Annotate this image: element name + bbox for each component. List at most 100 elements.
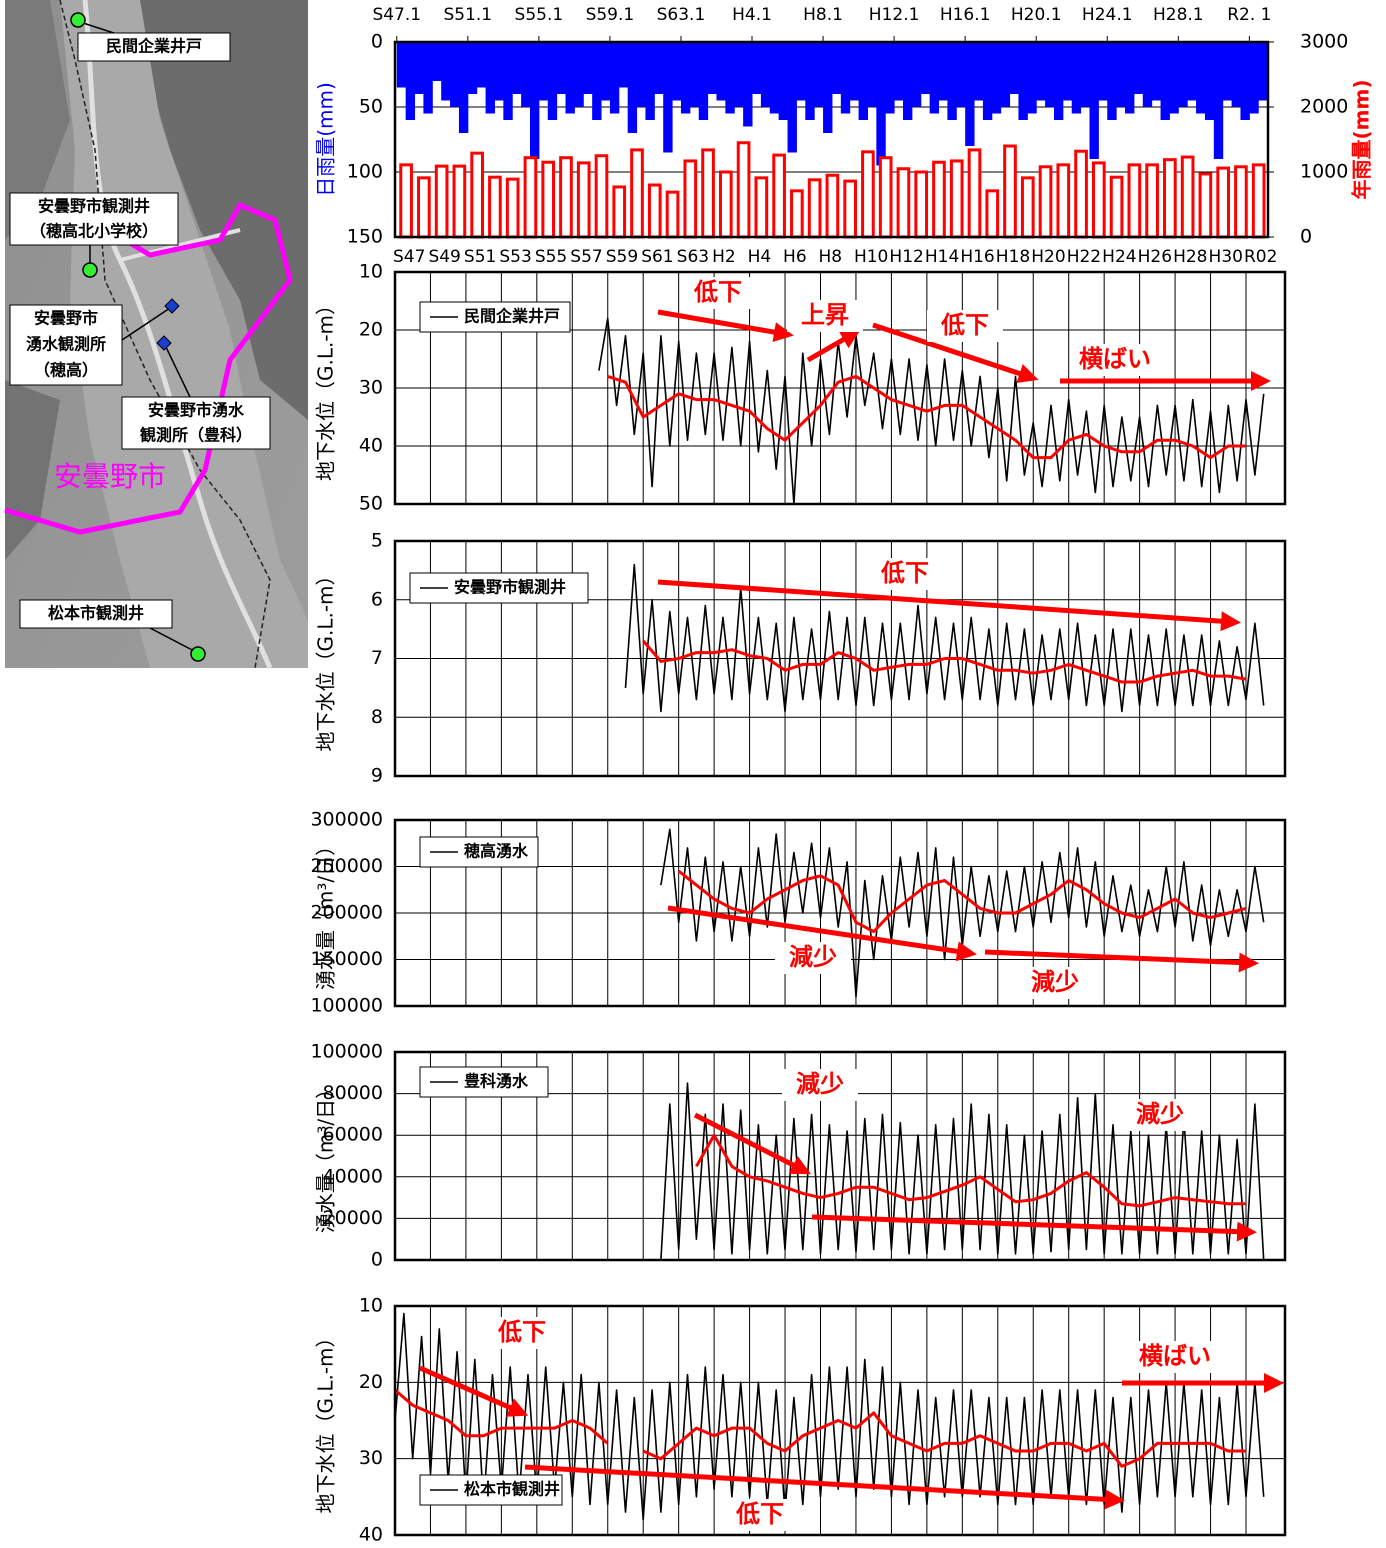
x-tick-label: H6 [783,247,807,267]
page: 安曇野市 民間企業井戸 安曇野市観測井 （穂高北小学校） 安曇野市 湧水観測所 … [0,0,1386,1548]
legend-label: 豊科湧水 [464,1072,529,1091]
y-tick-label: 30 [359,377,383,399]
annual-bar [703,150,714,237]
x-tick-label: H16 [960,247,994,267]
x-tick-label: S63.1 [657,5,706,25]
daily-bar [637,42,646,107]
daily-bar [1187,42,1196,101]
map-label: 安曇野市湧水 [148,401,245,420]
daily-bar [1240,42,1249,120]
figure: 安曇野市 民間企業井戸 安曇野市観測井 （穂高北小学校） 安曇野市 湧水観測所 … [0,0,1386,1548]
daily-bar [965,42,974,146]
well-point [191,647,205,661]
daily-bar [1063,42,1072,101]
daily-bar [1214,42,1223,159]
daily-bar [1107,42,1116,120]
daily-bar [486,42,495,114]
annual-bar [792,191,803,237]
daily-bar [583,42,592,94]
annual-bar [667,192,678,237]
x-tick-label: S59 [606,247,638,267]
x-tick-label: S59.1 [586,5,635,25]
annual-bar [863,152,874,237]
daily-bar [1258,42,1267,101]
legend-label: 安曇野市観測井 [454,578,566,597]
map-label: 安曇野市観測井 [38,197,150,216]
annual-bar [969,150,980,237]
daily-bar [699,42,708,120]
annual-bar [561,158,572,237]
annual-bar [614,187,625,237]
annual-bar [543,162,554,237]
y-tick-label: 10 [359,261,383,283]
annual-bar [649,185,660,237]
x-tick-label: H20 [1031,247,1065,267]
annual-bar [1253,165,1264,237]
x-tick-label: S47.1 [372,5,421,25]
annotation: 減少 [789,943,837,971]
daily-bar [788,42,797,153]
y-tick-label: 8 [371,706,383,728]
daily-bar [903,42,912,120]
y2-tick-label: 0 [1300,226,1312,248]
daily-bar [867,42,876,107]
daily-bar [814,42,823,107]
annual-bar [401,165,412,237]
x-tick-label: S63 [677,247,709,267]
daily-bar [947,42,956,120]
y-tick-label: 300000 [310,809,383,831]
city-label: 安曇野市 [54,460,166,493]
daily-bar [1098,42,1107,101]
annotation: 横ばい [1079,345,1151,373]
y-tick-label: 100000 [310,995,383,1017]
annual-bar [507,179,518,237]
annual-bar [1200,174,1211,237]
x-tick-label: R2. 1 [1227,5,1271,25]
x-tick-label: H30 [1209,247,1243,267]
daily-bar [645,42,654,120]
annotation: 低下 [735,1500,784,1528]
y2-tick-label: 3000 [1300,31,1348,53]
annual-bar [809,180,820,237]
daily-bar [1081,42,1090,107]
y-tick-label: 50 [359,493,383,515]
map: 安曇野市 民間企業井戸 安曇野市観測井 （穂高北小学校） 安曇野市 湧水観測所 … [5,0,308,668]
annual-bar [472,153,483,237]
x-tick-label: H26 [1138,247,1172,267]
annual-bar [720,172,731,237]
daily-bar [1036,42,1045,101]
y-tick-label: 30 [359,1447,383,1469]
annual-bar [1058,165,1069,237]
map-label: 松本市観測井 [48,604,144,623]
annual-bar [738,143,749,237]
daily-bar [752,42,761,94]
daily-bar [397,42,406,88]
daily-bar [992,42,1001,114]
annotation: 低下 [880,559,929,587]
daily-bar [734,42,743,107]
daily-bar [1072,42,1081,114]
annotation: 低下 [940,311,989,339]
x-tick-label: S47 [393,247,425,267]
annual-bar [756,178,767,237]
y-tick-label: 20 [359,1371,383,1393]
y-axis-title: 地下水位（G.L.-m） [314,295,338,481]
well-point [71,13,85,27]
y-tick-label: 100 [347,161,383,183]
daily-bar [512,42,521,94]
daily-bar [557,42,566,94]
daily-bar [832,42,841,94]
daily-bar [876,42,885,166]
daily-bar [468,42,477,94]
daily-bar [663,42,672,153]
daily-bar [743,42,752,127]
daily-bar [494,42,503,101]
annotation: 減少 [1031,968,1079,996]
y-axis-title: 日雨量(mm) [314,82,338,197]
x-tick-label: S51 [464,247,496,267]
daily-bar [574,42,583,107]
x-tick-label: H4 [748,247,772,267]
daily-bar [415,42,424,94]
y-tick-label: 20 [359,319,383,341]
